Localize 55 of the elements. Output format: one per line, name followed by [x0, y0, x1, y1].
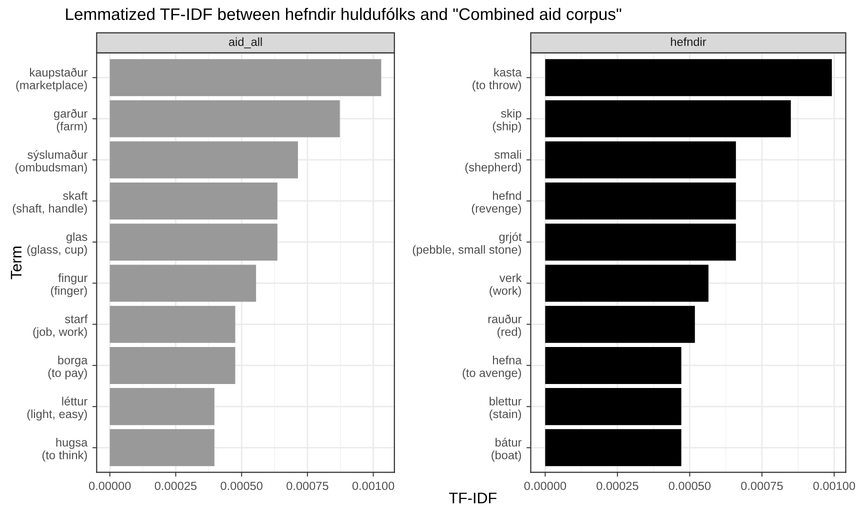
y-tick-label: sýslumaður (ombudsman): [16, 150, 88, 174]
x-tick-label: 0.00025: [596, 482, 638, 490]
bar: [545, 388, 682, 426]
bar: [545, 346, 682, 384]
bar: [110, 182, 278, 220]
y-tick-label: grjót (pebble, small stone): [412, 232, 522, 256]
x-tick-label: 0.00100: [352, 482, 394, 490]
x-tick-label: 0.00000: [524, 482, 566, 490]
y-tick-label: kaupstaður (marketplace): [16, 68, 88, 92]
x-tick-label: 0.00050: [668, 482, 711, 490]
y-tick-label: skaft (shaft, handle): [12, 191, 88, 215]
text: Lemmatized TF-IDF between hefndir huldufólks and "Combined aid corpus": [66, 8, 622, 24]
x-tick-label: 0.00075: [741, 482, 783, 490]
chart-title: aid_all: [228, 37, 262, 48]
y-tick-label: kasta (to throw): [472, 68, 522, 92]
y-tick-label: borga (to pay): [48, 356, 88, 380]
bar: [545, 100, 791, 138]
bar: [545, 141, 736, 178]
y-tick-label: fingur (finger): [50, 273, 88, 298]
bar: [110, 59, 382, 96]
y-tick-label: verk (work): [490, 273, 522, 298]
bar: [110, 100, 340, 138]
bar: [110, 264, 256, 302]
bar: [110, 306, 236, 343]
x-tick-label: 0.00075: [286, 482, 328, 490]
bar: [545, 59, 832, 96]
y-tick-label: hugsa (to think): [42, 438, 88, 462]
y-axis-title: Term: [10, 246, 22, 280]
bar: [110, 388, 214, 426]
y-tick-label: hefna (to avenge): [462, 356, 522, 380]
bar: [545, 224, 736, 261]
y-tick-label: garður (farm): [54, 108, 88, 133]
y-tick-label: léttur (light, easy): [27, 396, 88, 420]
bar: [545, 264, 708, 302]
bar: [110, 346, 236, 384]
bar: [110, 141, 298, 178]
y-tick-label: hefnd (revenge): [472, 191, 521, 215]
bar: [110, 429, 214, 466]
bar: [110, 224, 278, 261]
y-tick-label: starf (job, work): [33, 314, 88, 338]
x-tick-label: 0.00000: [88, 482, 131, 490]
y-tick-label: bátur (boat): [492, 438, 522, 462]
x-tick-label: 0.00100: [813, 482, 856, 490]
y-tick-label: glas (glass, cup): [27, 232, 88, 256]
y-tick-label: rauður (red): [488, 314, 522, 338]
y-tick-label: blettur (stain): [490, 396, 522, 420]
bar: [545, 306, 695, 343]
chart-title: hefndir: [671, 37, 706, 46]
y-tick-label: skip (ship): [492, 108, 522, 133]
y-tick-label: smali (shepherd): [465, 150, 521, 174]
x-tick-label: 0.00025: [154, 482, 197, 490]
bar: [545, 429, 682, 466]
x-axis-title: TF-IDF: [449, 492, 496, 504]
x-tick-label: 0.00050: [220, 482, 262, 490]
bar: [545, 182, 736, 220]
